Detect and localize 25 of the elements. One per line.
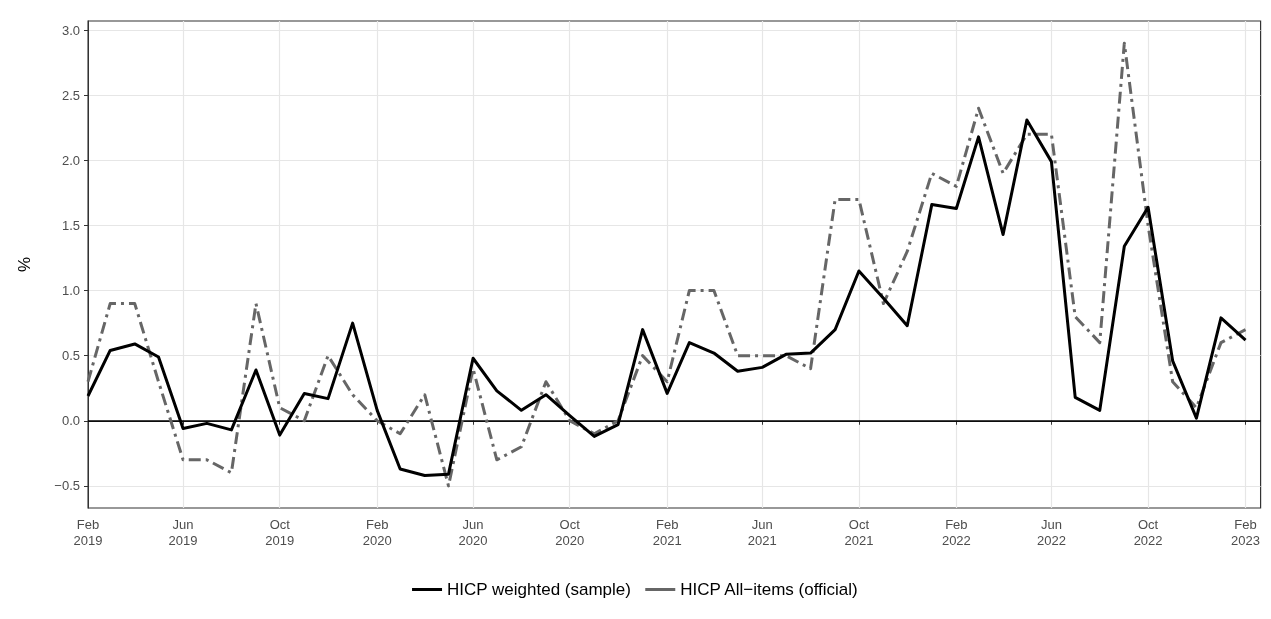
legend-label: HICP weighted (sample) [447,580,631,599]
x-tick-label: Feb 2019 [73,516,103,548]
y-axis-title: % [15,256,34,273]
y-tick-label: 2.5 [61,87,80,103]
line-series [86,41,1248,488]
x-tick-label: Jun 2021 [747,516,777,548]
y-tick-label: 1.5 [61,217,80,233]
legend-label: HICP All−items (official) [680,580,858,599]
y-tick-label: 0.5 [61,348,80,364]
x-tick-label: Feb 2022 [941,516,971,548]
x-tick-label: Feb 2023 [1231,516,1260,548]
x-tick-label: Jun 2019 [168,516,198,548]
y-tick-label: 0.0 [61,413,80,429]
y-tick-label: 2.0 [61,152,80,168]
y-tick-label: 3.0 [61,22,80,38]
y-tick-label: −0.5 [54,478,80,494]
x-tick-label: Jun 2020 [458,516,488,548]
x-tick-label: Oct 2022 [1133,516,1163,548]
y-tick-label: 1.0 [61,283,80,299]
x-tick-label: Feb 2020 [362,516,392,548]
x-tick-label: Oct 2019 [265,516,295,548]
x-tick-label: Feb 2021 [652,516,682,548]
x-tick-label: Oct 2021 [844,516,874,548]
x-tick-label: Oct 2020 [555,516,585,548]
x-tick-label: Jun 2022 [1036,516,1066,548]
